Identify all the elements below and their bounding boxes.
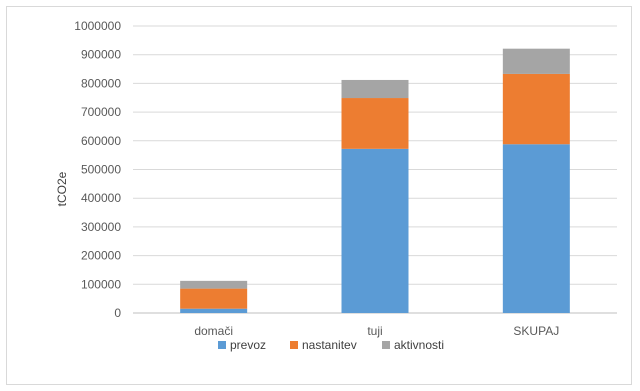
legend-swatch-prevoz [218, 341, 226, 349]
y-tick-label: 200000 [81, 249, 121, 263]
y-tick-label: 600000 [81, 134, 121, 148]
y-tick-label: 700000 [81, 105, 121, 119]
y-tick-label: 800000 [81, 76, 121, 90]
y-tick-labels: 0 100000 200000 300000 400000 500000 600000 700… [74, 19, 121, 320]
bar-prevoz [502, 144, 570, 313]
bar-nastanitev [341, 98, 409, 149]
bar-aktivnosti [341, 79, 409, 99]
bar-prevoz [341, 148, 409, 313]
x-tick-label: tuji [367, 324, 382, 338]
bar-nastanitev [180, 288, 248, 309]
legend-label-prevoz: prevoz [230, 338, 266, 352]
bar-aktivnosti [502, 48, 570, 74]
y-tick-label: 0 [114, 306, 121, 320]
legend-swatch-nastanitev [290, 341, 298, 349]
x-tick-label: domači [194, 324, 233, 338]
y-tick-label: 100000 [81, 277, 121, 291]
legend-label-aktivnosti: aktivnosti [394, 338, 444, 352]
y-tick-label: 900000 [81, 48, 121, 62]
bar-aktivnosti [180, 280, 248, 289]
bars [180, 48, 570, 313]
x-tick-label: SKUPAJ [513, 324, 559, 338]
y-tick-label: 400000 [81, 191, 121, 205]
y-tick-label: 300000 [81, 220, 121, 234]
legend-label-nastanitev: nastanitev [302, 338, 357, 352]
y-axis-title: tCO2e [55, 171, 69, 206]
legend-swatch-aktivnosti [382, 341, 390, 349]
bar-prevoz [180, 308, 248, 313]
y-tick-label: 1000000 [74, 19, 121, 33]
legend: prevoz nastanitev aktivnosti [218, 338, 444, 352]
x-tick-labels: domači tuji SKUPAJ [194, 324, 559, 338]
y-tick-label: 500000 [81, 163, 121, 177]
bar-nastanitev [502, 73, 570, 145]
